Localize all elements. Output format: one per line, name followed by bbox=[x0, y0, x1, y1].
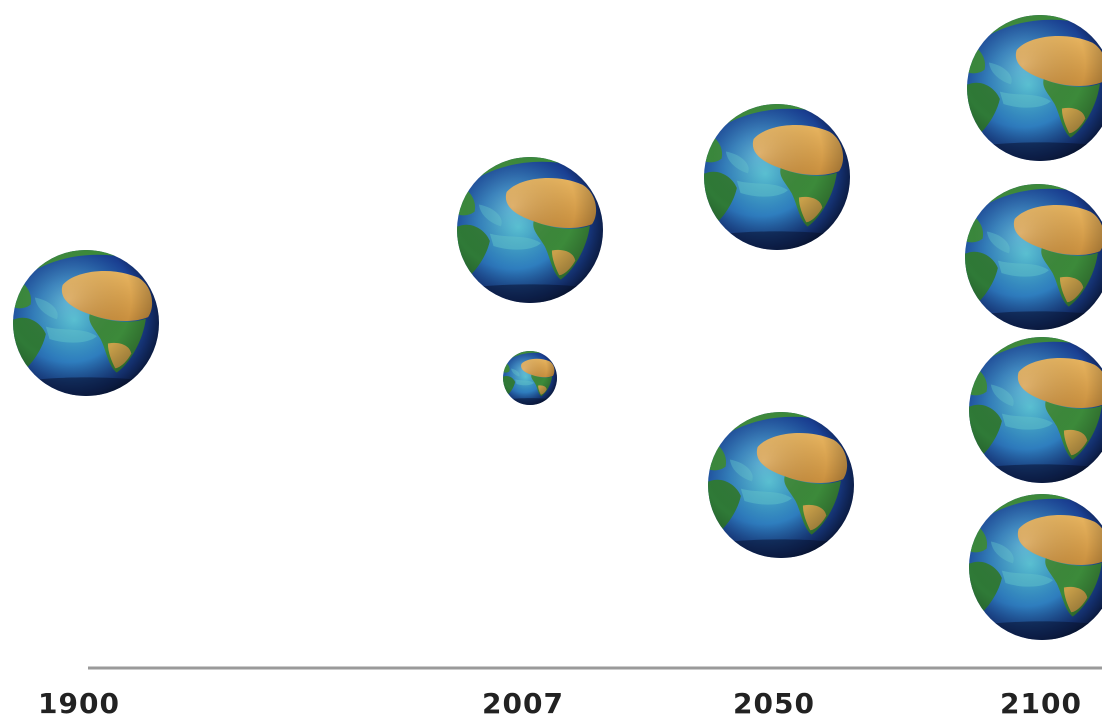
year-label-2050: 2050 bbox=[733, 687, 815, 720]
earth-globe-icon bbox=[457, 157, 603, 303]
earth-globe-small-icon bbox=[503, 351, 557, 405]
earth-globe-icon bbox=[704, 104, 850, 250]
earth-globe-icon bbox=[13, 250, 159, 396]
globes-2050 bbox=[704, 104, 854, 558]
earth-globe-icon bbox=[969, 494, 1102, 640]
year-label-1900: 1900 bbox=[38, 687, 120, 720]
earth-globe-icon bbox=[969, 337, 1102, 483]
globes-1900 bbox=[13, 250, 159, 396]
globes-2100 bbox=[965, 15, 1102, 640]
year-label-2007: 2007 bbox=[482, 687, 564, 720]
earth-globe-icon bbox=[708, 412, 854, 558]
year-label-2100: 2100 bbox=[1000, 687, 1082, 720]
earth-globe-icon bbox=[967, 15, 1102, 161]
globes-2007 bbox=[457, 157, 603, 405]
earth-globe-icon bbox=[965, 184, 1102, 330]
